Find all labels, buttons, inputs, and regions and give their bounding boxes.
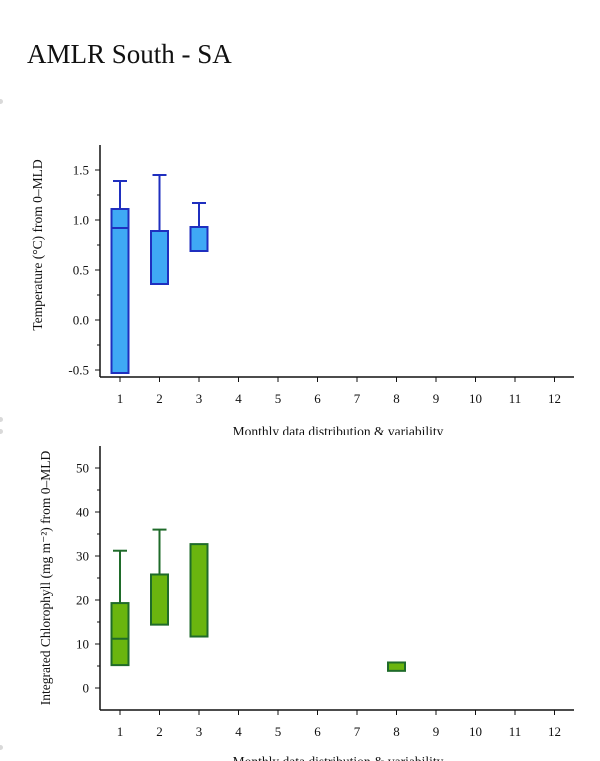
box-month-1 (110, 602, 130, 667)
box-month-3 (189, 226, 209, 252)
x-tick-label: 4 (235, 724, 242, 739)
y-tick-label: 40 (76, 505, 89, 520)
x-tick-label: 8 (393, 724, 400, 739)
decorative-dot (0, 745, 3, 750)
decorative-dot (0, 429, 3, 434)
page-title: AMLR South - SA (27, 39, 232, 69)
x-tick-label: 6 (314, 724, 321, 739)
y-tick-label: 10 (76, 637, 89, 652)
x-tick-label: 2 (156, 724, 163, 739)
x-tick-label: 3 (196, 724, 203, 739)
x-tick-label: 10 (469, 724, 482, 739)
x-tick-label: 7 (354, 391, 361, 406)
x-axis-title: Monthly data distribution & variability (233, 754, 444, 761)
y-tick-label: 20 (76, 593, 89, 608)
decorative-dot (0, 99, 3, 104)
y-axis-title: Temperature (°C) from 0–MLD (30, 159, 45, 331)
box-month-1 (110, 208, 130, 374)
x-tick-label: 2 (156, 391, 163, 406)
x-tick-label: 11 (509, 724, 522, 739)
box-month-2 (150, 230, 169, 285)
chlorophyll-chart: 0 10 20 30 40 50 1 2 3 4 5 6 7 8 9 10 11 12 Integrated Chl… (0, 430, 600, 761)
x-tick-label: 5 (275, 391, 282, 406)
y-axis-title: Integrated Chlorophyll (mg m⁻²) from 0–M… (38, 451, 53, 706)
x-tick-label: 1 (117, 724, 124, 739)
box-month-2 (150, 573, 169, 626)
x-tick-label: 9 (433, 391, 440, 406)
y-tick-label: 50 (76, 461, 89, 476)
y-tick-label: 0.0 (73, 313, 89, 328)
y-tick-label: 1.0 (73, 213, 89, 228)
box-month-3 (189, 543, 209, 638)
decorative-dot (0, 417, 3, 422)
x-tick-label: 12 (548, 391, 561, 406)
y-tick-label: 0 (83, 681, 90, 696)
y-tick-label: -0.5 (68, 363, 89, 378)
temperature-chart-svg: -0.50.00.51.01.51 2 3 4 5 6 7 8 9 10 11 12Temperatu… (30, 145, 574, 435)
y-tick-label: 30 (76, 549, 89, 564)
x-tick-label: 1 (117, 391, 124, 406)
box-month-8 (387, 661, 406, 672)
x-tick-label: 10 (469, 391, 482, 406)
x-tick-label: 5 (275, 724, 282, 739)
y-tick-label: 1.5 (73, 163, 89, 178)
x-tick-label: 11 (509, 391, 522, 406)
x-tick-label: 7 (354, 724, 361, 739)
x-tick-label: 3 (196, 391, 203, 406)
x-axis-title: Monthly data distribution & variability (233, 424, 444, 435)
y-tick-label: 0.5 (73, 263, 89, 278)
x-tick-label: 12 (548, 724, 561, 739)
temperature-chart: -0.5 0.0 0.5 1.0 1.5 1 2 3 4 5 6 7 8 9 10 11 12 Temperatu… (0, 100, 600, 435)
x-tick-label: 9 (433, 724, 440, 739)
x-tick-label: 4 (235, 391, 242, 406)
x-tick-label: 6 (314, 391, 321, 406)
x-tick-label: 8 (393, 391, 400, 406)
